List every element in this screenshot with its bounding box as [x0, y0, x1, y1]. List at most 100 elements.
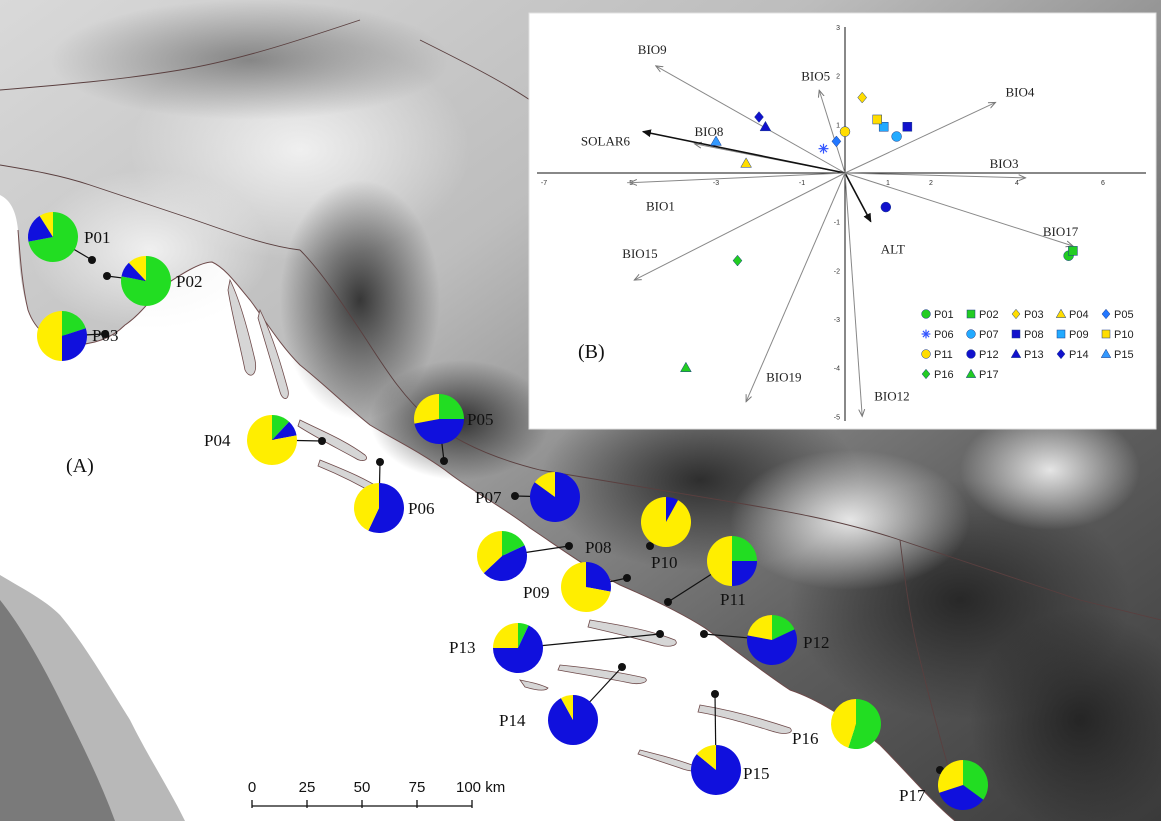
vector-bio12: BIO12	[844, 172, 910, 416]
vector-label-bio3: BIO3	[990, 156, 1019, 171]
vector-arrow-bio5	[819, 90, 846, 174]
pie-slice-p16-yellow	[830, 699, 856, 748]
pie-slice-p07-yellow	[534, 472, 555, 497]
legend-label-p16: P16	[934, 369, 954, 381]
pie-slice-p11-blue	[732, 561, 757, 586]
pie-slice-p04-blue	[272, 421, 297, 440]
pie-slice-p07-blue	[529, 472, 580, 522]
legend-item-p04: P04	[1055, 308, 1089, 321]
legend-label-p01: P01	[934, 309, 954, 321]
x-tick-label: -5	[627, 180, 633, 187]
pie-p10: P10	[640, 496, 691, 572]
pie-p16: P16	[792, 699, 881, 749]
point-p14	[754, 111, 764, 123]
legend-marker-p01	[921, 309, 931, 319]
site-marker-p05	[440, 457, 448, 465]
legend-label-p09: P09	[1069, 329, 1089, 341]
legend-marker-p03	[1011, 308, 1021, 320]
pie-slice-p02-blue	[121, 262, 146, 281]
vector-bio4: BIO4	[844, 84, 1035, 174]
islands	[227, 278, 792, 772]
pie-slice-p09-yellow	[561, 562, 611, 612]
pie-slice-p08-blue	[483, 545, 527, 581]
site-marker-p01	[88, 256, 96, 264]
pie-p03: P03	[37, 311, 118, 361]
point-p08	[902, 122, 913, 132]
site-marker-p11	[664, 598, 672, 606]
pop-label-p15: P15	[743, 764, 769, 783]
x-tick-label: 6	[1101, 180, 1105, 187]
legend-marker-p08	[1011, 329, 1021, 339]
y-tick-label: -1	[834, 220, 840, 227]
pie-slice-p01-blue	[27, 215, 53, 242]
site-marker-p10	[646, 542, 654, 550]
point-p10	[872, 114, 882, 125]
legend-item-p02: P02	[966, 309, 999, 321]
pie-p15: P15	[690, 690, 769, 795]
ordination-points	[680, 91, 1078, 372]
y-tick-label: 2	[836, 74, 840, 81]
pie-slice-p17-yellow	[938, 760, 963, 793]
legend-item-p16: P16	[921, 368, 954, 381]
site-marker-p07	[511, 492, 519, 500]
x-tick-label: 1	[886, 180, 890, 187]
pie-p02: P02	[103, 256, 202, 306]
vector-bio3: BIO3	[844, 156, 1026, 178]
pie-p01: P01	[27, 211, 110, 264]
legend-marker-p12	[966, 349, 976, 359]
site-marker-p12	[700, 630, 708, 638]
population-pies: P01 P02 P03 P04 P05 P06 P07 P08 P09 P10 P11 P12 P13 P…	[27, 211, 988, 810]
ordination-vectors: BIO9 BIO5 BIO4 BIO8 SOLAR6 BIO3 BIO1 ALT BIO17 BI…	[581, 42, 1079, 416]
point-p06	[818, 143, 829, 154]
x-tick-label: -3	[713, 180, 719, 187]
x-tick-label: -7	[541, 180, 547, 187]
point-p13	[759, 120, 772, 132]
pie-slice-p05-yellow	[414, 394, 439, 424]
pie-slice-p03-blue	[62, 328, 88, 361]
point-p09	[878, 122, 889, 132]
pop-label-p02: P02	[176, 272, 202, 291]
vector-bio19: BIO19	[746, 172, 846, 402]
site-marker-p02	[103, 272, 111, 280]
vector-label-bio8: BIO8	[695, 124, 724, 139]
pie-slice-p15-blue	[690, 745, 741, 795]
legend-marker-p09	[1056, 329, 1066, 339]
y-tick-label: 3	[836, 25, 840, 32]
site-marker-p09	[623, 574, 631, 582]
scale-tick-75: 75	[409, 779, 426, 796]
site-marker-p14	[618, 663, 626, 671]
pop-label-p17: P17	[899, 786, 926, 805]
pop-label-p06: P06	[408, 499, 434, 518]
pie-slice-p13-green	[518, 623, 529, 648]
y-tick-label: -2	[834, 268, 840, 275]
legend-item-p09: P09	[1056, 329, 1089, 341]
vector-arrow-bio15	[634, 172, 846, 280]
legend-label-p17: P17	[979, 369, 999, 381]
legend-marker-p06	[921, 329, 931, 339]
pie-slice-p17-green	[963, 760, 988, 800]
vector-arrow-bio4	[844, 102, 996, 174]
vector-label-bio15: BIO15	[622, 246, 657, 261]
pop-label-p05: P05	[467, 410, 493, 429]
y-tick-label: 1	[836, 122, 840, 129]
x-tick-label: -1	[799, 180, 805, 187]
pie-slice-p08-green	[502, 531, 525, 556]
pie-p04: P04	[204, 415, 326, 466]
legend-marker-p15	[1100, 348, 1112, 358]
y-tick-label: -4	[834, 366, 840, 373]
legend-label-p06: P06	[934, 329, 954, 341]
pie-slice-p06-yellow	[354, 483, 379, 531]
pie-slice-p05-green	[439, 394, 464, 419]
pop-label-p08: P08	[585, 538, 611, 557]
site-marker-p15	[711, 690, 719, 698]
panel-a-label: (A)	[66, 455, 94, 477]
legend-label-p12: P12	[979, 349, 999, 361]
pop-label-p11: P11	[720, 590, 746, 609]
pop-label-p14: P14	[499, 711, 526, 730]
point-p17	[680, 361, 692, 372]
pie-slice-p12-yellow	[747, 615, 772, 640]
pie-p05: P05	[414, 394, 493, 465]
legend-marker-p17	[965, 368, 977, 378]
coastline	[17, 229, 956, 821]
